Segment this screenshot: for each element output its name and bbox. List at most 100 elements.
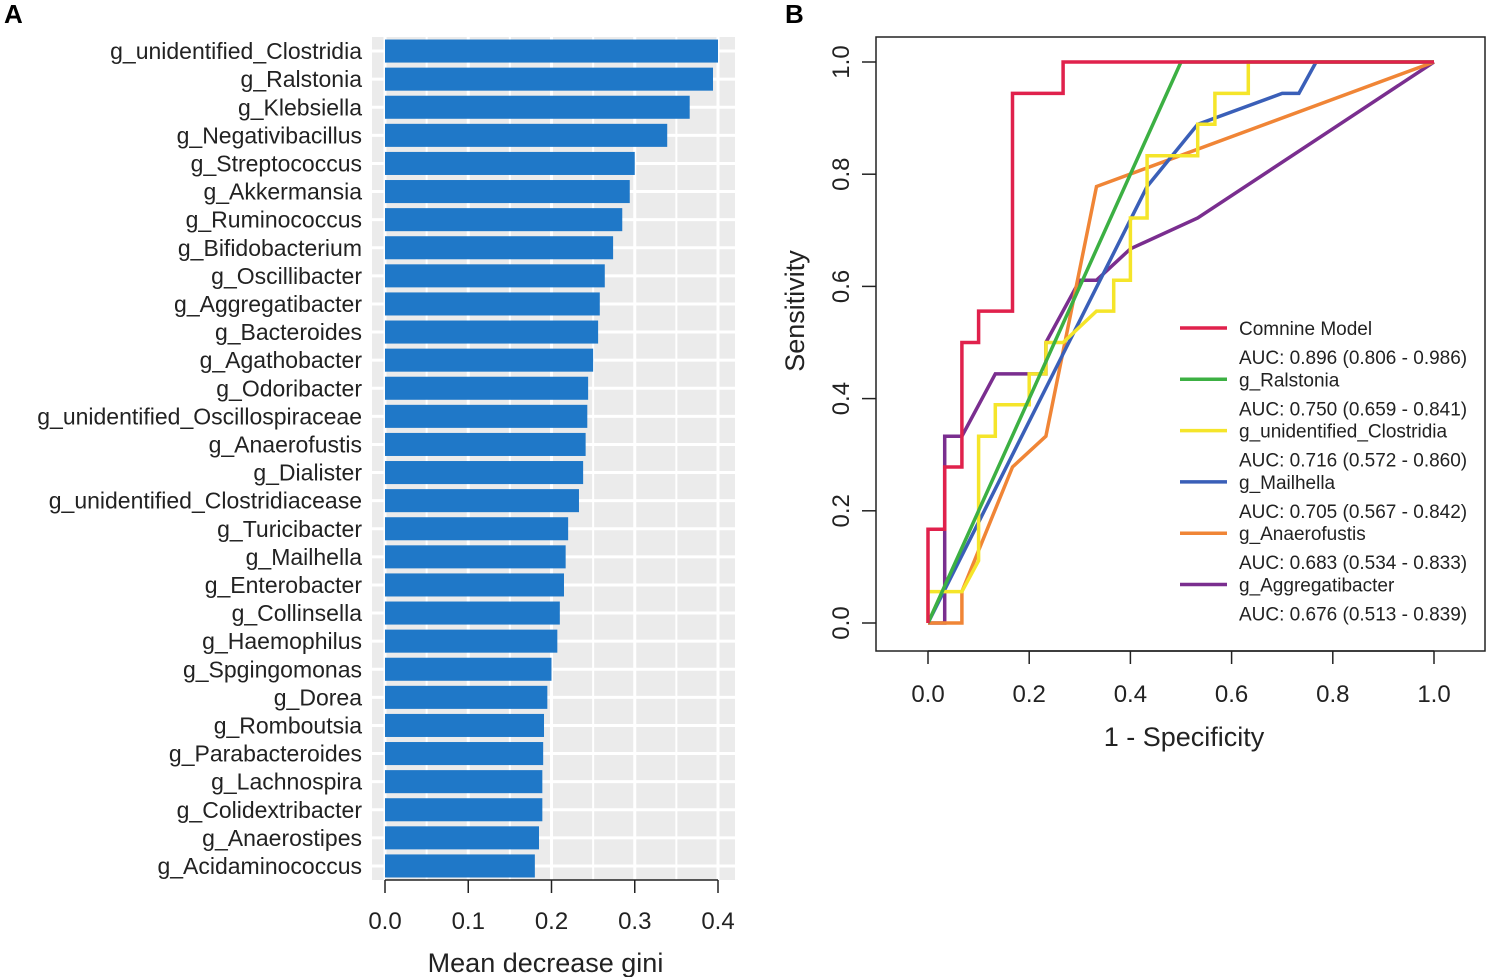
bar <box>385 292 600 316</box>
panel-b-roc-chart: 0.0 0.2 0.4 0.6 0.8 1.0 0.0 0.2 0.4 0.6 0.8 1.0 1 … <box>780 36 1486 752</box>
category-label: g_Bifidobacterium <box>178 235 362 261</box>
bar <box>385 320 599 344</box>
x-tick-label: 1.0 <box>1417 681 1450 708</box>
y-axis-title: Sensitivity <box>780 250 810 372</box>
legend-label: g_Aggregatibacter <box>1239 576 1395 597</box>
panel-a-label: A <box>4 0 23 29</box>
bar <box>385 432 586 456</box>
bar <box>385 95 690 119</box>
category-label: g_Negativibacillus <box>177 122 362 148</box>
category-label: g_Klebsiella <box>238 94 362 120</box>
category-label: g_Aggregatibacter <box>174 291 362 317</box>
x-tick-label: 0.3 <box>618 908 651 935</box>
roc-curve <box>926 60 1434 623</box>
legend-label: g_Mailhella <box>1239 473 1336 494</box>
category-label: g_Akkermansia <box>203 179 362 205</box>
x-tick-label: 0.2 <box>1013 681 1046 708</box>
legend-auc: AUC: 0.683 (0.534 - 0.833) <box>1239 553 1467 574</box>
legend-auc: AUC: 0.716 (0.572 - 0.860) <box>1239 451 1467 472</box>
category-label: g_Dorea <box>274 684 362 710</box>
bar <box>385 573 564 597</box>
legend-auc: AUC: 0.676 (0.513 - 0.839) <box>1239 605 1467 626</box>
category-label: g_Streptococcus <box>191 150 362 176</box>
panel-a-bar-chart: g_unidentified_Clostridiag_Ralstoniag_Kl… <box>37 37 735 977</box>
bar <box>385 545 566 569</box>
y-tick-label: 0.6 <box>828 270 855 303</box>
panel-b-label: B <box>785 0 804 29</box>
legend-auc: AUC: 0.896 (0.806 - 0.986) <box>1239 348 1467 369</box>
roc-curve <box>928 60 1435 625</box>
y-tick-label: 0.4 <box>828 382 855 415</box>
bar <box>385 123 668 147</box>
x-tick-label: 0.4 <box>1114 681 1147 708</box>
x-tick-label: 0.0 <box>911 681 944 708</box>
category-label: g_Anaerostipes <box>202 825 362 851</box>
bar <box>385 404 588 428</box>
x-tick-label: 0.1 <box>452 908 485 935</box>
category-label: g_Enterobacter <box>205 572 363 598</box>
bar <box>385 180 630 204</box>
bar <box>385 348 594 372</box>
category-label: g_Dialister <box>253 460 362 486</box>
x-axis: 0.0 0.1 0.2 0.3 0.4 <box>368 879 735 935</box>
legend-label: g_Anaerofustis <box>1239 524 1366 545</box>
bar <box>385 264 605 288</box>
category-label: g_Oscillibacter <box>211 263 362 289</box>
y-tick-label: 0.0 <box>828 606 855 639</box>
bar <box>385 742 544 766</box>
bar <box>385 685 548 709</box>
category-label: g_Collinsella <box>232 600 363 626</box>
category-label: g_Lachnospira <box>211 769 362 795</box>
category-label: g_Haemophilus <box>202 628 362 654</box>
y-tick-label: 0.8 <box>828 158 855 191</box>
bar <box>385 657 552 681</box>
x-tick-label: 0.0 <box>368 908 401 935</box>
category-label: g_Anaerofustis <box>209 431 362 457</box>
x-axis: 0.0 0.2 0.4 0.6 0.8 1.0 <box>911 650 1451 708</box>
category-label: g_unidentified_Clostridiacease <box>49 488 362 514</box>
plot-background <box>372 37 735 880</box>
category-label: g_Agathobacter <box>200 347 363 373</box>
category-labels: g_unidentified_Clostridiag_Ralstoniag_Kl… <box>37 38 362 879</box>
legend-label: g_unidentified_Clostridia <box>1239 422 1448 443</box>
bar <box>385 601 560 625</box>
x-tick-label: 0.8 <box>1316 681 1349 708</box>
category-label: g_Ruminococcus <box>186 207 362 233</box>
bar <box>385 770 543 794</box>
bar <box>385 713 545 737</box>
x-tick-label: 0.6 <box>1215 681 1248 708</box>
x-tick-label: 0.2 <box>535 908 568 935</box>
legend-label: Comnine Model <box>1239 319 1372 340</box>
bar <box>385 461 584 485</box>
roc-curves <box>926 60 1435 625</box>
bar <box>385 67 714 91</box>
category-label: g_Acidaminococcus <box>157 853 362 879</box>
legend-auc: AUC: 0.705 (0.567 - 0.842) <box>1239 502 1467 523</box>
bar <box>385 798 543 822</box>
category-label: g_Turicibacter <box>217 516 362 542</box>
category-label: g_Colidextribacter <box>177 797 363 823</box>
category-label: g_Spgingomonas <box>183 656 362 682</box>
category-label: g_Romboutsia <box>214 712 363 738</box>
bar <box>385 208 623 232</box>
y-tick-label: 0.2 <box>828 494 855 527</box>
bar <box>385 39 718 63</box>
bar <box>385 826 540 850</box>
bar <box>385 236 614 260</box>
category-label: g_Parabacteroides <box>169 741 362 767</box>
roc-curve <box>926 60 1434 623</box>
category-label: g_Bacteroides <box>215 319 362 345</box>
bar <box>385 629 558 653</box>
legend-label: g_Ralstonia <box>1239 370 1340 391</box>
category-label: g_Odoribacter <box>216 375 362 401</box>
bar <box>385 151 635 175</box>
bars <box>385 39 718 878</box>
category-label: g_Mailhella <box>246 544 363 570</box>
bar <box>385 376 589 400</box>
y-axis: 0.0 0.2 0.4 0.6 0.8 1.0 <box>828 45 876 640</box>
category-label: g_Ralstonia <box>241 66 363 92</box>
category-label: g_unidentified_Clostridia <box>110 38 362 64</box>
legend-auc: AUC: 0.750 (0.659 - 0.841) <box>1239 399 1467 420</box>
y-tick-label: 1.0 <box>828 45 855 78</box>
